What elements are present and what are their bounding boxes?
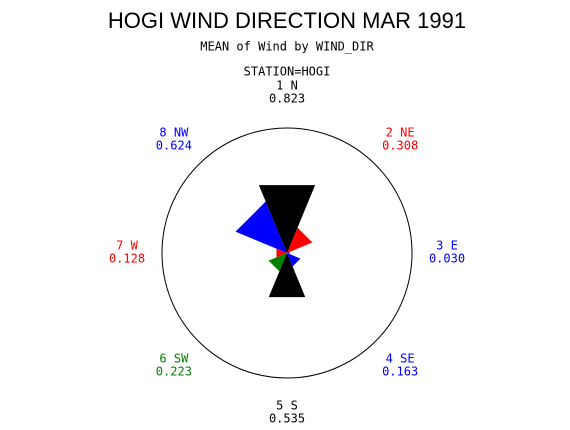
wedge [268, 253, 287, 272]
wedge [287, 253, 301, 267]
wedge [258, 185, 316, 253]
direction-label: 1 N [276, 79, 298, 93]
outer-circle [161, 127, 413, 379]
wedge [235, 201, 287, 253]
direction-label: 7 W [116, 239, 138, 253]
value-label: 0.223 [156, 365, 192, 379]
value-label: 0.823 [269, 92, 305, 106]
chart-subtitle: MEAN of Wind by WIND_DIR [200, 40, 374, 54]
value-label: 0.128 [109, 252, 145, 266]
value-label: 0.535 [269, 412, 305, 426]
direction-label: 5 S [276, 399, 298, 413]
wedge [287, 251, 290, 255]
direction-label: 2 NE [386, 125, 415, 139]
direction-label: 3 E [436, 239, 458, 253]
wedge [268, 253, 306, 298]
value-label: 0.030 [429, 252, 465, 266]
direction-label: 4 SE [386, 352, 415, 366]
value-label: 0.163 [382, 365, 418, 379]
direction-label: 6 SW [159, 352, 189, 366]
value-label: 0.624 [156, 138, 192, 152]
wedge [287, 227, 313, 253]
group-label: STATION=HOGI [244, 65, 331, 79]
wedge [276, 248, 287, 258]
chart-title: HOGI WIND DIRECTION MAR 1991 [108, 8, 466, 33]
direction-label: 8 NW [159, 125, 189, 139]
value-label: 0.308 [382, 138, 418, 152]
